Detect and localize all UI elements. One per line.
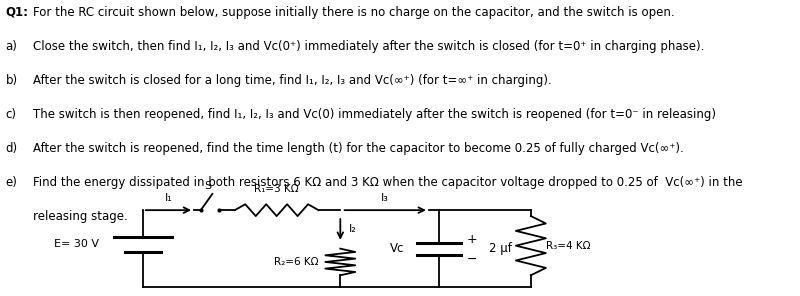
Text: b): b) bbox=[6, 74, 18, 87]
Text: Close the switch, then find I₁, I₂, I₃ and Vc(0⁺) immediately after the switch i: Close the switch, then find I₁, I₂, I₃ a… bbox=[33, 40, 704, 53]
Text: c): c) bbox=[6, 108, 17, 121]
Text: releasing stage.: releasing stage. bbox=[33, 210, 127, 223]
Text: Vᴄ: Vᴄ bbox=[390, 242, 404, 255]
Text: After the switch is closed for a long time, find I₁, I₂, I₃ and Vc(∞⁺) (for t=∞⁺: After the switch is closed for a long ti… bbox=[33, 74, 551, 87]
Text: a): a) bbox=[6, 40, 18, 53]
Text: I₃: I₃ bbox=[382, 193, 389, 203]
Text: +: + bbox=[467, 233, 478, 246]
Text: R₃=4 KΩ: R₃=4 KΩ bbox=[546, 241, 590, 251]
Text: After the switch is reopened, find the time length (t) for the capacitor to beco: After the switch is reopened, find the t… bbox=[33, 142, 683, 155]
Text: R₂=6 KΩ: R₂=6 KΩ bbox=[274, 257, 318, 267]
Text: −: − bbox=[467, 252, 478, 266]
Text: Find the energy dissipated in both resistors 6 KΩ and 3 KΩ when the capacitor vo: Find the energy dissipated in both resis… bbox=[33, 176, 742, 189]
Text: Q1:: Q1: bbox=[6, 6, 29, 19]
Text: E= 30 V: E= 30 V bbox=[54, 239, 98, 249]
Text: For the RC circuit shown below, suppose initially there is no charge on the capa: For the RC circuit shown below, suppose … bbox=[33, 6, 674, 19]
Text: e): e) bbox=[6, 176, 18, 189]
Text: The switch is then reopened, find I₁, I₂, I₃ and Vc(0) immediately after the swi: The switch is then reopened, find I₁, I₂… bbox=[33, 108, 716, 121]
Text: 2 μf: 2 μf bbox=[489, 242, 511, 255]
Text: S: S bbox=[204, 181, 211, 191]
Text: I₁: I₁ bbox=[165, 193, 172, 203]
Text: I₂: I₂ bbox=[349, 224, 356, 234]
Text: d): d) bbox=[6, 142, 18, 155]
Text: R₁=3 KΩ: R₁=3 KΩ bbox=[254, 184, 299, 194]
